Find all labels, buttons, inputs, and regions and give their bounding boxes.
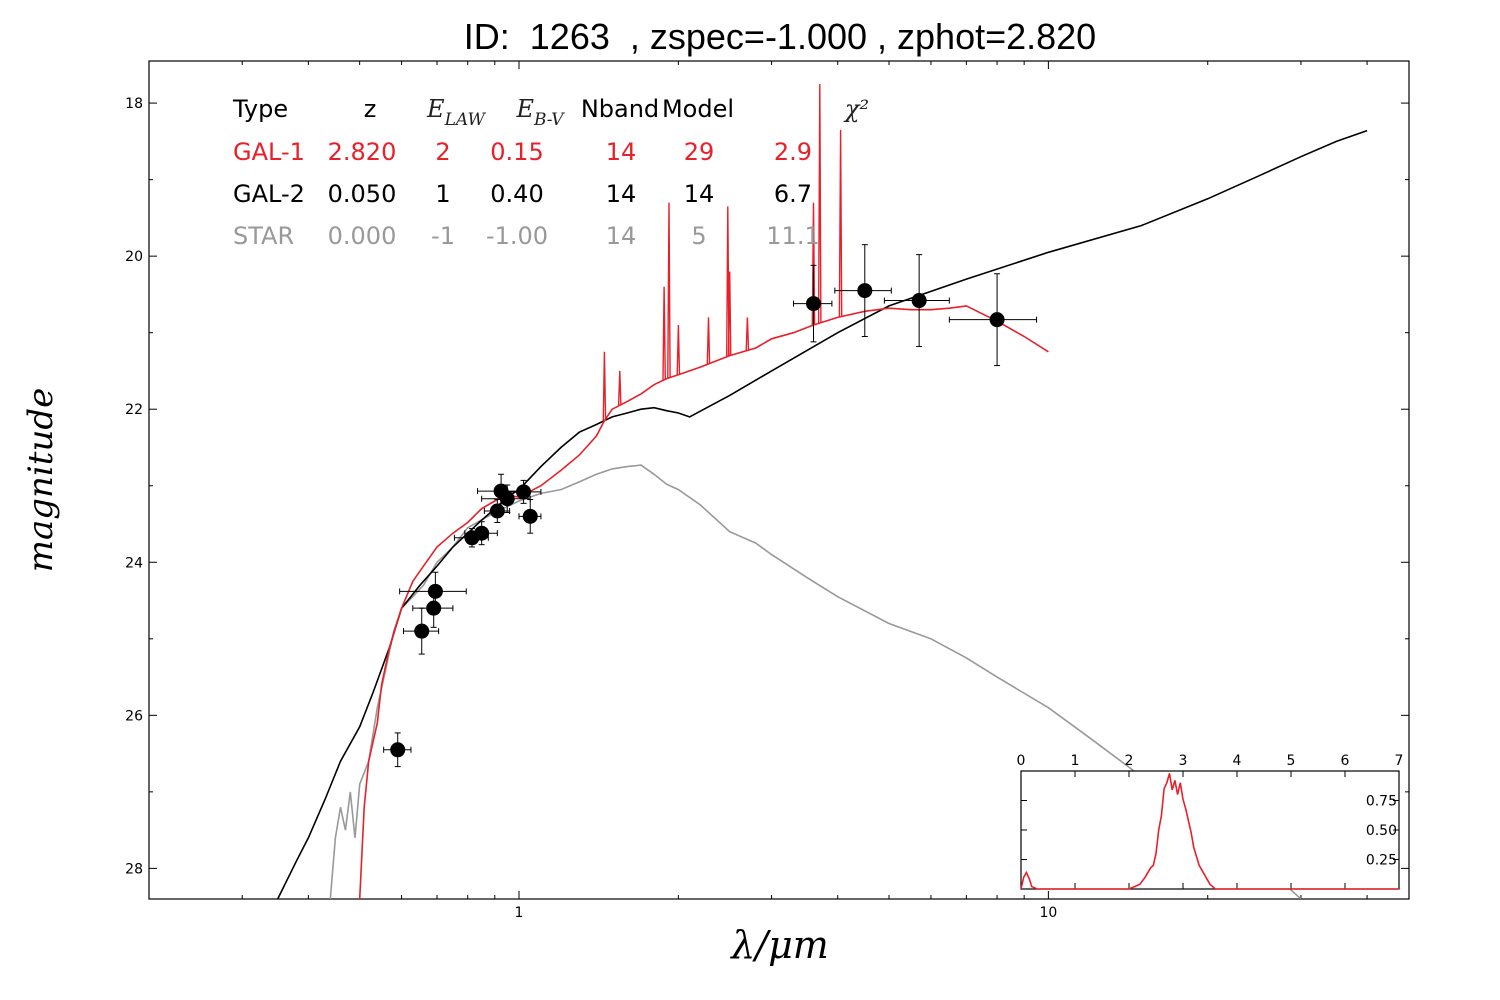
emission-line bbox=[662, 286, 666, 380]
data-point bbox=[522, 508, 538, 524]
row-star-nband: 14 bbox=[606, 222, 637, 250]
row-star-type: STAR bbox=[233, 222, 294, 250]
row-gal-2-ebv: 0.40 bbox=[490, 180, 543, 208]
row-gal-1-type: GAL-1 bbox=[233, 138, 305, 166]
row-gal-1-model: 29 bbox=[684, 138, 715, 166]
emission-line bbox=[676, 324, 681, 375]
data-point bbox=[499, 491, 515, 507]
x-tick-label: 1 bbox=[515, 905, 524, 921]
inset-frame bbox=[1020, 770, 1400, 890]
header-z: z bbox=[364, 95, 377, 123]
row-gal-2-chi2: 6.7 bbox=[774, 180, 812, 208]
row-star-elaw: -1 bbox=[431, 222, 455, 250]
x-axis-label: λ/μm bbox=[729, 923, 829, 967]
row-star-chi2: 11.1 bbox=[766, 222, 819, 250]
inset-y-tick-label: 0.75 bbox=[1366, 794, 1397, 810]
y-tick-label: 28 bbox=[125, 861, 143, 877]
data-point bbox=[516, 484, 532, 500]
emission-line bbox=[667, 202, 671, 378]
row-gal-2-nband: 14 bbox=[606, 180, 637, 208]
y-tick-label: 24 bbox=[125, 555, 143, 571]
emission-line bbox=[811, 202, 816, 326]
y-tick-label: 20 bbox=[125, 249, 143, 265]
emission-line bbox=[602, 351, 607, 421]
header-nband: Nband bbox=[581, 95, 659, 123]
emission-line bbox=[706, 317, 711, 364]
inset-x-tick-label: 0 bbox=[1017, 753, 1026, 769]
y-axis-label: magnitude bbox=[21, 388, 61, 573]
data-point bbox=[911, 293, 927, 309]
fit-summary-table: Type z Nband Model ELAW EB-V χ² GAL-1 2.820 2 0.15… bbox=[232, 95, 869, 250]
observed-photometry bbox=[383, 244, 1038, 768]
x-tick-label: 10 bbox=[1039, 905, 1057, 921]
row-gal-2-elaw: 1 bbox=[435, 180, 450, 208]
data-point bbox=[489, 503, 505, 519]
row-gal-1-elaw: 2 bbox=[435, 138, 450, 166]
plot-frame bbox=[148, 60, 1410, 900]
data-point bbox=[426, 600, 442, 616]
emission-line bbox=[727, 271, 732, 356]
header-type: Type bbox=[232, 95, 288, 123]
row-gal-1-ebv: 0.15 bbox=[490, 138, 543, 166]
inset-y-tick-label: 0.25 bbox=[1366, 853, 1397, 869]
series-gal-1 bbox=[358, 305, 1049, 899]
y-tick-label: 26 bbox=[125, 708, 143, 724]
chart-title: ID: 1263 , zspec=-1.000 , zphot=2.820 bbox=[463, 16, 1097, 57]
inset-x-tick-label: 5 bbox=[1287, 753, 1296, 769]
row-gal-1-chi2: 2.9 bbox=[774, 138, 812, 166]
series-gal-2 bbox=[276, 129, 1368, 899]
row-gal-2-z: 0.050 bbox=[328, 180, 397, 208]
data-point bbox=[805, 296, 821, 312]
redshift-pdf-inset: 0 1 2 3 4 5 6 7 0.25 0.50 0.75 bbox=[1017, 753, 1404, 890]
emission-line bbox=[617, 370, 622, 406]
emission-line bbox=[817, 83, 822, 324]
y-tick-label: 18 bbox=[125, 96, 143, 112]
header-ebv: EB-V bbox=[515, 95, 565, 130]
emission-line bbox=[745, 317, 750, 351]
inset-x-tick-label: 3 bbox=[1179, 753, 1188, 769]
inset-x-tick-label: 1 bbox=[1071, 753, 1080, 769]
row-star-model: 5 bbox=[691, 222, 706, 250]
row-gal-2-model: 14 bbox=[684, 180, 715, 208]
data-point bbox=[414, 623, 430, 639]
row-star-z: 0.000 bbox=[328, 222, 397, 250]
row-gal-2-type: GAL-2 bbox=[233, 180, 305, 208]
header-model: Model bbox=[662, 95, 734, 123]
data-point bbox=[989, 312, 1005, 328]
data-point bbox=[857, 283, 873, 299]
inset-x-tick-label: 6 bbox=[1341, 753, 1350, 769]
row-gal-1-z: 2.820 bbox=[328, 138, 397, 166]
row-gal-1-nband: 14 bbox=[606, 138, 637, 166]
model-curves bbox=[276, 83, 1368, 899]
inset-x-tick-label: 2 bbox=[1125, 753, 1134, 769]
header-elaw: ELAW bbox=[426, 95, 486, 130]
data-point bbox=[474, 525, 490, 541]
row-star-ebv: -1.00 bbox=[486, 222, 548, 250]
inset-y-tick-label: 0.50 bbox=[1366, 823, 1397, 839]
inset-x-tick-label: 4 bbox=[1233, 753, 1242, 769]
emission-line bbox=[838, 129, 843, 317]
data-point bbox=[390, 742, 406, 758]
inset-x-tick-label: 7 bbox=[1395, 753, 1404, 769]
data-point bbox=[427, 583, 443, 599]
y-tick-label: 22 bbox=[125, 402, 143, 418]
inset-pdf-curve bbox=[1020, 773, 1399, 890]
series-star bbox=[329, 464, 1302, 899]
header-chi2: χ² bbox=[843, 95, 869, 123]
